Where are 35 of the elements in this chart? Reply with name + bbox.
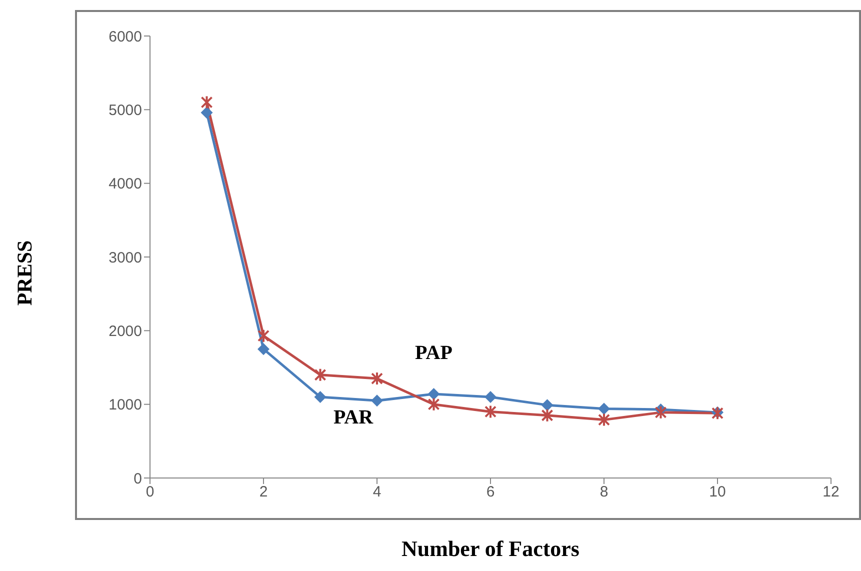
- point: [654, 405, 667, 420]
- x-tick-label: 2: [259, 484, 268, 501]
- point: [598, 402, 610, 415]
- point: [428, 388, 440, 400]
- x-axis-title: Number of Factors: [400, 536, 580, 562]
- point: [484, 390, 496, 403]
- point: [258, 328, 270, 343]
- point: [371, 372, 383, 386]
- point: [598, 412, 610, 427]
- y-tick-label: 2000: [108, 322, 142, 340]
- y-tick-label: 4000: [108, 176, 142, 193]
- point: [314, 368, 326, 382]
- y-tick-label: 6000: [108, 28, 142, 46]
- series-label: PAR: [333, 406, 374, 429]
- series-label: PAP: [415, 342, 452, 364]
- point: [484, 404, 496, 419]
- point: [258, 343, 270, 356]
- y-tick-label: 0: [134, 470, 142, 488]
- y-axis-title: PRESS: [12, 240, 38, 306]
- point: [200, 95, 213, 110]
- y-tick-label: 1000: [108, 396, 142, 414]
- x-tick-label: 6: [486, 484, 495, 501]
- x-tick-label: 10: [709, 484, 726, 501]
- x-tick-label: 4: [372, 484, 382, 501]
- y-tick-label: 3000: [108, 249, 142, 266]
- x-tick-label: 0: [146, 484, 154, 501]
- point: [200, 106, 213, 119]
- x-tick-label: 8: [600, 484, 608, 501]
- point: [428, 397, 440, 412]
- point: [541, 408, 554, 422]
- y-tick-label: 5000: [108, 102, 142, 119]
- point: [314, 390, 326, 403]
- point: [371, 394, 383, 407]
- point: [541, 399, 554, 412]
- x-tick-label: 12: [822, 484, 840, 501]
